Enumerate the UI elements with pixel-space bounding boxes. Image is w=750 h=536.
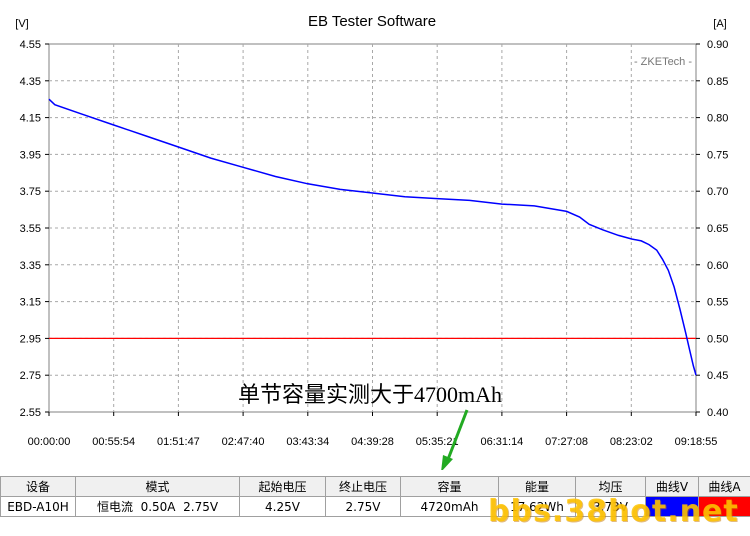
- left-axis-ticks: 4.55 4.35 4.15 3.95 3.75 3.55 3.35 3.15 2.95 2.75…: [20, 39, 49, 419]
- cell-curve-a-swatch[interactable]: [698, 496, 750, 517]
- header-end-voltage: 终止电压: [325, 476, 401, 497]
- right-tick-label: 0.60: [707, 260, 728, 272]
- right-tick-label: 0.65: [707, 223, 728, 235]
- left-tick-label: 3.95: [20, 149, 41, 161]
- cell-end-voltage: 2.75V: [325, 496, 401, 517]
- x-tick-label: 04:39:28: [351, 436, 394, 448]
- header-curve-a: 曲线A: [698, 476, 750, 497]
- table-row[interactable]: EBD-A10H 恒电流 0.50A 2.75V 4.25V 2.75V 472…: [0, 496, 750, 517]
- x-tick-label: 01:51:47: [157, 436, 200, 448]
- left-tick-label: 3.35: [20, 260, 41, 272]
- left-tick-label: 3.15: [20, 297, 41, 309]
- header-energy: 能量: [498, 476, 576, 497]
- x-tick-label: 00:55:54: [92, 436, 135, 448]
- cell-capacity: 4720mAh: [400, 496, 499, 517]
- left-tick-label: 4.35: [20, 76, 41, 88]
- header-capacity: 容量: [400, 476, 499, 497]
- cell-mode: 恒电流 0.50A 2.75V: [75, 496, 240, 517]
- cell-curve-v-swatch[interactable]: [645, 496, 699, 517]
- x-tick-label: 03:43:34: [286, 436, 329, 448]
- right-tick-label: 0.45: [707, 370, 728, 382]
- left-tick-label: 4.15: [20, 113, 41, 125]
- right-axis-unit: [A]: [713, 18, 726, 30]
- right-tick-label: 0.80: [707, 113, 728, 125]
- header-avg-voltage: 均压: [575, 476, 646, 497]
- cell-energy: 17.62Wh: [498, 496, 576, 517]
- right-tick-label: 0.70: [707, 186, 728, 198]
- annotation-arrow: [441, 409, 469, 470]
- zketech-watermark: - ZKETech -: [634, 56, 692, 68]
- left-axis-unit: [V]: [15, 18, 28, 30]
- x-tick-label: 09:18:55: [675, 436, 718, 448]
- left-tick-label: 3.75: [20, 186, 41, 198]
- capacity-annotation: 单节容量实测大于4700mAh: [238, 382, 502, 407]
- discharge-chart: EB Tester Software [V] [A] 4.55 4.35 4.15 3…: [15, 13, 728, 470]
- left-tick-label: 2.55: [20, 407, 41, 419]
- cell-device: EBD-A10H: [0, 496, 76, 517]
- x-tick-label: 05:35:21: [416, 436, 459, 448]
- voltage-series-line: [48, 98, 697, 376]
- cell-avg-voltage: 3.73V: [575, 496, 646, 517]
- right-tick-label: 0.55: [707, 297, 728, 309]
- chart-title: EB Tester Software: [308, 13, 436, 30]
- status-table: 设备 模式 起始电压 终止电压 容量 能量 均压 曲线V 曲线A EBD-A10…: [0, 476, 750, 517]
- right-tick-label: 0.40: [707, 407, 728, 419]
- x-tick-label: 02:47:40: [222, 436, 265, 448]
- right-tick-label: 0.75: [707, 149, 728, 161]
- right-tick-label: 0.50: [707, 333, 728, 345]
- cell-start-voltage: 4.25V: [239, 496, 326, 517]
- header-curve-v: 曲线V: [645, 476, 699, 497]
- grid-lines: [49, 44, 696, 412]
- x-tick-label: 08:23:02: [610, 436, 653, 448]
- x-tick-label: 06:31:14: [480, 436, 523, 448]
- x-tick-label: 00:00:00: [28, 436, 71, 448]
- left-tick-label: 4.55: [20, 39, 41, 51]
- right-tick-label: 0.85: [707, 76, 728, 88]
- header-mode: 模式: [75, 476, 240, 497]
- left-tick-label: 2.75: [20, 370, 41, 382]
- right-tick-label: 0.90: [707, 39, 728, 51]
- table-header-row: 设备 模式 起始电压 终止电压 容量 能量 均压 曲线V 曲线A: [0, 476, 750, 497]
- x-tick-label: 07:27:08: [545, 436, 588, 448]
- right-axis-ticks: 0.90 0.85 0.80 0.75 0.70 0.65 0.60 0.55 0.50 0.45…: [696, 39, 728, 419]
- x-axis-ticks: 00:00:00 00:55:54 01:51:47 02:47:40 03:43:34…: [28, 412, 718, 448]
- header-device: 设备: [0, 476, 76, 497]
- left-tick-label: 2.95: [20, 333, 41, 345]
- header-start-voltage: 起始电压: [239, 476, 326, 497]
- left-tick-label: 3.55: [20, 223, 41, 235]
